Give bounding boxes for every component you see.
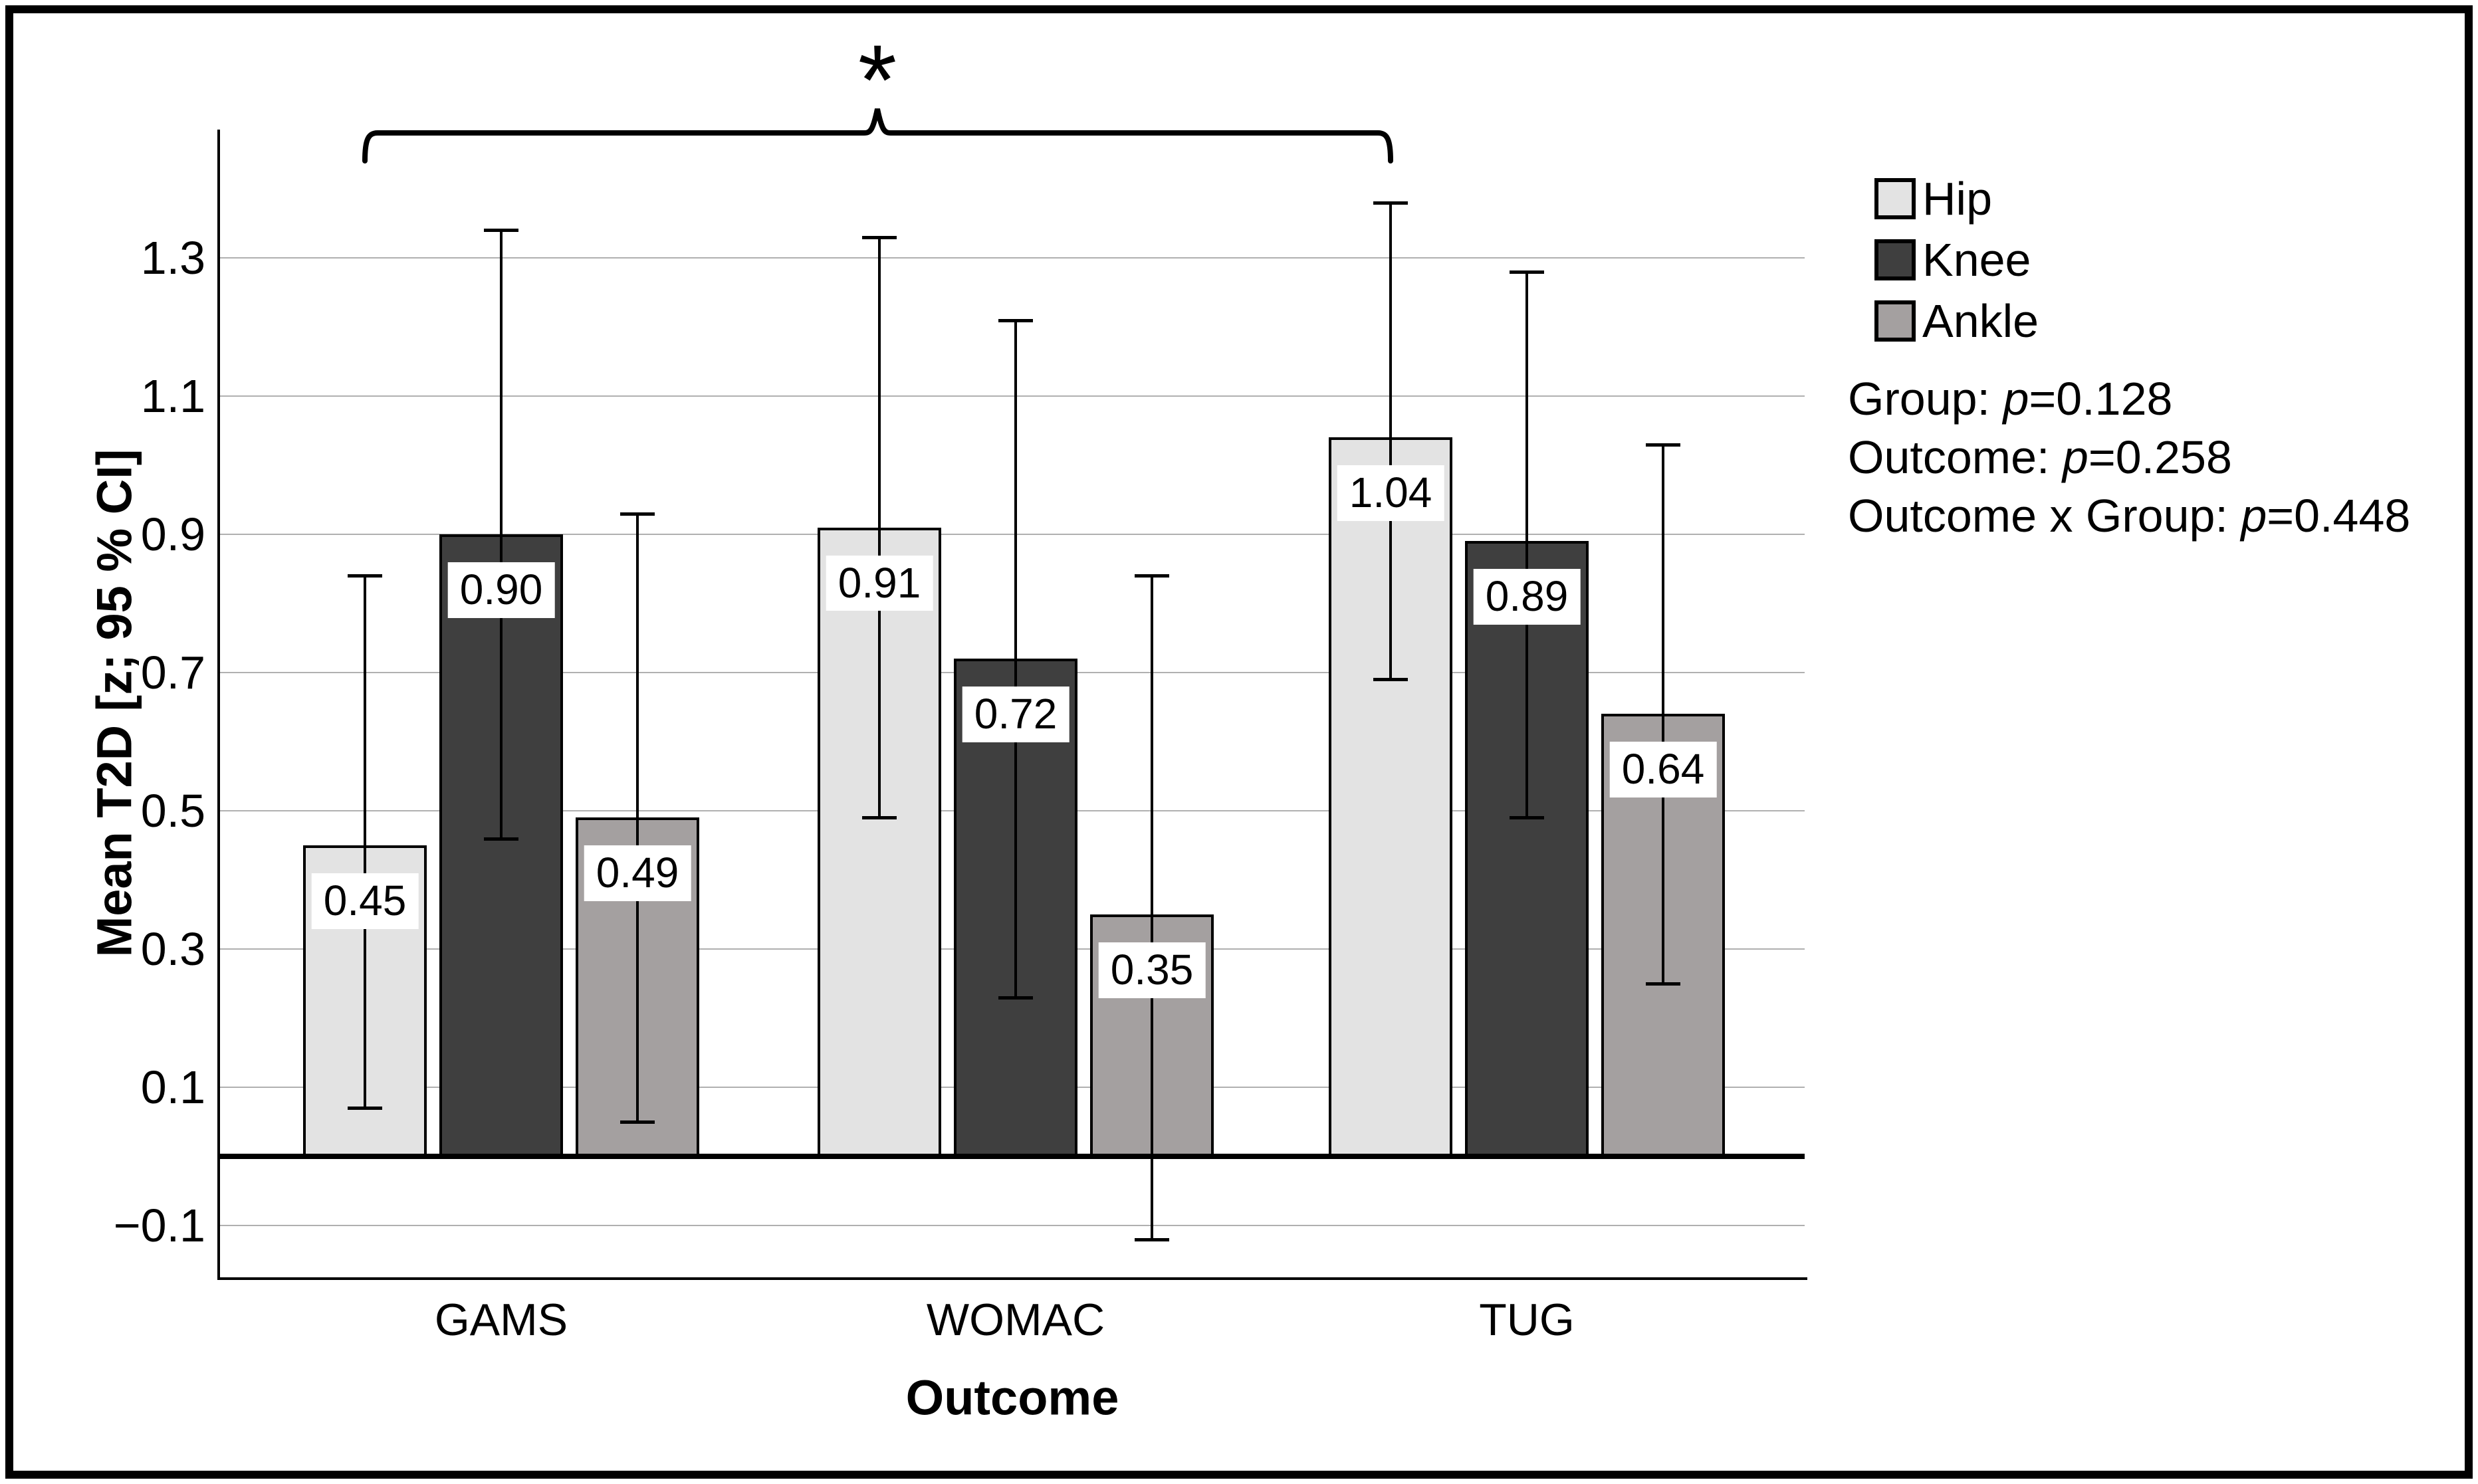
error-bar-cap: [862, 816, 897, 820]
value-label-hip-gams: 0.45: [311, 873, 419, 929]
error-bar-hip-womac: [878, 237, 881, 818]
value-label-hip-tug: 1.04: [1337, 465, 1444, 522]
legend-label: Knee: [1922, 234, 2031, 286]
y-tick-label: 0.3: [140, 923, 205, 975]
error-bar-cap: [620, 1120, 655, 1124]
error-bar-cap: [620, 512, 655, 516]
legend-item-hip: Hip: [1874, 173, 2039, 225]
error-bar-cap: [1646, 443, 1680, 447]
error-bar-cap: [1510, 270, 1544, 274]
error-bar-cap: [998, 996, 1033, 1000]
error-bar-cap: [484, 229, 518, 233]
error-bar-cap: [348, 1107, 382, 1111]
error-bar-hip-gams: [364, 576, 366, 1109]
legend-item-ankle: Ankle: [1874, 295, 2039, 347]
error-bar-ankle-womac: [1151, 576, 1153, 1239]
value-label-ankle-tug: 0.64: [1609, 742, 1717, 798]
legend-swatch-knee: [1874, 239, 1916, 280]
value-label-ankle-gams: 0.49: [584, 845, 691, 902]
value-label-hip-womac: 0.91: [826, 555, 933, 611]
y-tick-label: 0.9: [140, 508, 205, 560]
x-axis-line: [217, 1277, 1807, 1280]
error-bar-cap: [348, 574, 382, 578]
error-bar-cap: [998, 318, 1033, 322]
y-tick-label: 0.1: [140, 1061, 205, 1113]
x-category-label-tug: TUG: [1479, 1295, 1575, 1345]
y-tick-label: 1.3: [140, 232, 205, 284]
error-bar-cap: [1135, 574, 1169, 578]
error-bar-knee-tug: [1525, 271, 1528, 818]
gridline-1.1: [220, 395, 1805, 397]
stat-line: Outcome: p=0.258: [1848, 431, 2232, 483]
plot-area: 0.45 0.90 0.49 0.91 0.72 0.35 1.04 0.89 0.64 −0.…: [114, 130, 1807, 1345]
stats-block: Group: p=0.128 Outcome: p=0.258 Outcome x …: [1848, 370, 2410, 545]
error-bar-cap: [1135, 1237, 1169, 1241]
value-label-knee-tug: 0.89: [1473, 569, 1581, 625]
error-bar-ankle-tug: [1662, 444, 1664, 984]
legend-swatch-ankle: [1874, 300, 1916, 342]
error-bar-cap: [484, 837, 518, 841]
y-tick-label: 0.5: [140, 785, 205, 837]
legend-label: Ankle: [1922, 295, 2039, 347]
zero-line: [220, 1154, 1805, 1159]
error-bar-cap: [1373, 201, 1408, 205]
error-bar-cap: [1510, 816, 1544, 820]
y-tick-label: −0.1: [113, 1200, 205, 1251]
x-axis-title: Outcome: [905, 1370, 1119, 1426]
x-category-label-womac: WOMAC: [926, 1295, 1105, 1345]
y-axis-line: [217, 130, 220, 1280]
value-label-knee-gams: 0.90: [447, 562, 555, 618]
error-bar-cap: [1646, 982, 1680, 986]
gridline-1.3: [220, 257, 1805, 259]
error-bar-ankle-gams: [636, 513, 639, 1122]
legend-swatch-hip: [1874, 178, 1916, 219]
error-bar-cap: [862, 235, 897, 239]
gridline-−0.1: [220, 1225, 1805, 1226]
x-category-label-gams: GAMS: [434, 1295, 568, 1345]
error-bar-cap: [1373, 678, 1408, 682]
error-bar-knee-gams: [500, 230, 503, 839]
gridline-0.9: [220, 534, 1805, 535]
legend-item-knee: Knee: [1874, 234, 2039, 286]
stat-line: Outcome x Group: p=0.448: [1848, 490, 2411, 542]
figure-border: [5, 5, 2473, 1479]
legend: Hip Knee Ankle: [1874, 173, 2039, 362]
stat-line: Group: p=0.128: [1848, 373, 2173, 425]
value-label-knee-womac: 0.72: [962, 687, 1070, 742]
error-bar-hip-tug: [1389, 202, 1392, 680]
y-tick-label: 1.1: [140, 370, 205, 422]
y-tick-label: 0.7: [140, 647, 205, 698]
error-bar-knee-womac: [1014, 320, 1017, 998]
legend-label: Hip: [1922, 173, 1993, 225]
value-label-ankle-womac: 0.35: [1098, 942, 1206, 998]
